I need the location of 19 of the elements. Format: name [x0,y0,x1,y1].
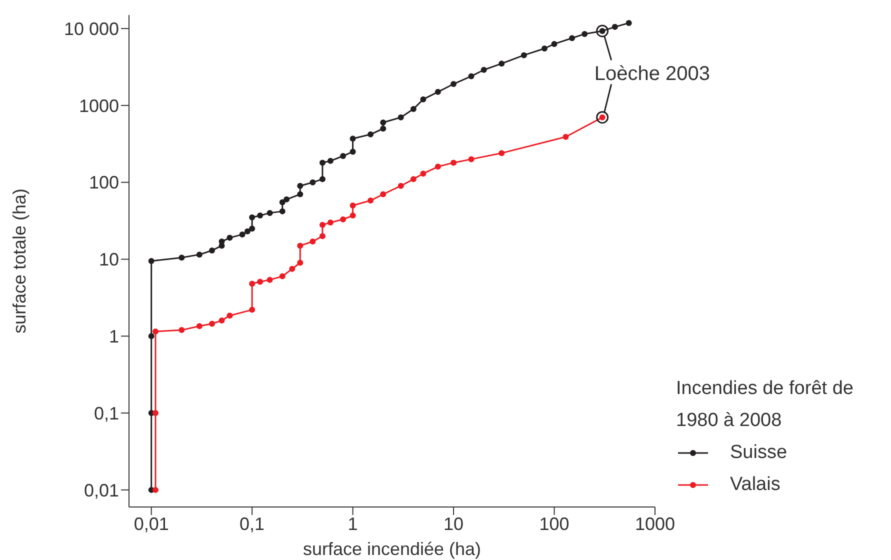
y-tick-label: 10 [98,250,119,270]
y-tick-label: 100 [88,172,119,193]
y-tick-label: 0,1 [94,403,119,424]
x-tick-label: 10 [444,514,464,534]
y-tick-label: 10 000 [64,18,119,39]
legend-label: Valais [730,473,780,497]
x-tick-label: 0,1 [240,514,265,534]
y-tick-label: 0,01 [84,480,119,500]
y-axis-title: surface totale (ha) [9,188,30,334]
y-tick-label: 1 [108,326,119,347]
x-tick-label: 100 [539,514,570,534]
x-axis-title: surface incendiée (ha) [302,539,482,559]
x-tick-label: 1 [348,514,358,534]
y-tick-label: 1000 [78,96,119,116]
x-tick-label: 1000 [634,514,676,534]
x-tick-label: 0,01 [134,514,169,534]
legend-label: Suisse [730,441,788,465]
legend-title: Incendies de forêt de 1980 à 2008 [676,377,854,433]
annotation: Loèche 2003 [594,63,710,86]
